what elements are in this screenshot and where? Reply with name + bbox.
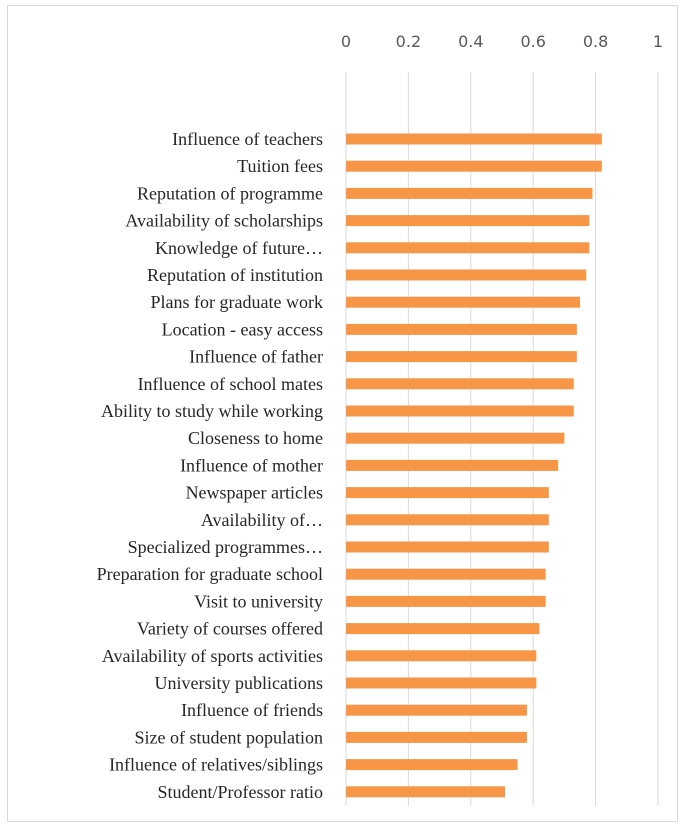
category-label: Influence of father [189, 347, 323, 367]
bar [346, 296, 580, 308]
category-label: Plans for graduate work [151, 292, 323, 312]
bars [346, 133, 602, 798]
category-label: Tuition fees [237, 156, 323, 176]
category-label: Influence of school mates [138, 374, 323, 394]
category-label: Influence of friends [181, 700, 323, 720]
category-label: Influence of relatives/siblings [109, 755, 323, 775]
category-label: Knowledge of future… [155, 238, 323, 258]
bar [346, 459, 559, 471]
category-label: Variety of courses offered [137, 619, 323, 639]
bar [346, 405, 574, 417]
category-label: University publications [155, 673, 323, 693]
category-label: Location - easy access [162, 319, 323, 339]
category-label: Influence of teachers [172, 129, 323, 149]
bar [346, 650, 537, 662]
bar [346, 623, 540, 635]
bar [346, 786, 506, 798]
category-label: Availability of scholarships [125, 211, 323, 231]
bar [346, 323, 577, 335]
category-label: Availability of sports activities [102, 646, 323, 666]
x-tick-label: 0.8 [583, 32, 608, 51]
category-label: Ability to study while working [101, 401, 323, 421]
bar [346, 731, 527, 743]
x-tick-label: 1 [653, 32, 663, 51]
category-label: Preparation for graduate school [97, 564, 323, 584]
category-label: Specialized programmes… [128, 537, 323, 557]
category-label: Closeness to home [188, 428, 323, 448]
x-tick-label: 0.6 [520, 32, 545, 51]
x-tick-label: 0.2 [396, 32, 421, 51]
bar [346, 704, 527, 716]
bar [346, 351, 577, 363]
bar [346, 187, 593, 199]
bar [346, 514, 549, 526]
category-label: Newspaper articles [186, 483, 323, 503]
bar [346, 759, 518, 771]
bar [346, 677, 537, 689]
bar [346, 595, 546, 607]
bar [346, 215, 590, 227]
bar [346, 487, 549, 499]
bar [346, 133, 602, 145]
x-tick-label: 0 [341, 32, 351, 51]
category-label: Availability of… [201, 510, 323, 530]
bar [346, 378, 574, 390]
bar [346, 432, 565, 444]
category-label: Influence of mother [180, 455, 323, 475]
bar [346, 242, 590, 254]
bar [346, 541, 549, 553]
bar [346, 160, 602, 172]
bar [346, 568, 546, 580]
category-label: Reputation of institution [147, 265, 323, 285]
x-axis-ticks: 0 0.2 0.4 0.6 0.8 1 [341, 32, 663, 51]
category-label: Size of student population [135, 727, 323, 747]
category-label: Student/Professor ratio [158, 782, 323, 802]
category-labels: Influence of teachers Tuition fees Reputat… [97, 129, 323, 802]
bar [346, 269, 587, 281]
category-label: Visit to university [194, 591, 323, 611]
category-label: Reputation of programme [137, 183, 323, 203]
x-tick-label: 0.4 [458, 32, 483, 51]
